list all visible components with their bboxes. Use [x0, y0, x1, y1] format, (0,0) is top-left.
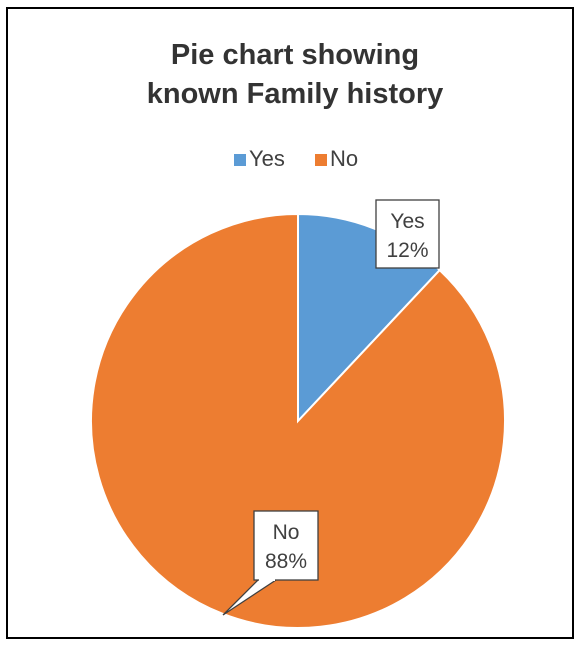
data-label-pointer [222, 579, 277, 616]
data-label-value: 88% [265, 550, 307, 573]
legend-swatch-no [315, 154, 327, 166]
data-label-category: Yes [390, 210, 424, 233]
chart-title: Pie chart showing known Family history [147, 39, 444, 110]
legend-label-yes: Yes [249, 146, 285, 171]
data-label-value: 12% [386, 239, 428, 262]
legend-item-no: No [315, 146, 358, 171]
pie-chart: Pie chart showing known Family history Y… [90, 39, 506, 629]
data-label-box [375, 199, 440, 269]
data-labels: Yes 12% No 88% [222, 199, 440, 616]
pie-slice-no [90, 212, 506, 629]
data-label-category: No [273, 521, 300, 544]
data-label-no: No 88% [222, 510, 319, 616]
chart-frame: Pie chart showing known Family history Y… [6, 7, 574, 639]
chart-legend: Yes No [234, 146, 358, 171]
data-label-box [253, 510, 319, 581]
legend-label-no: No [330, 146, 358, 171]
legend-swatch-yes [234, 154, 246, 166]
legend-item-yes: Yes [234, 146, 285, 171]
data-label-yes: Yes 12% [375, 199, 440, 269]
chart-title-line-2: known Family history [147, 78, 444, 110]
chart-title-line-1: Pie chart showing [171, 39, 419, 71]
